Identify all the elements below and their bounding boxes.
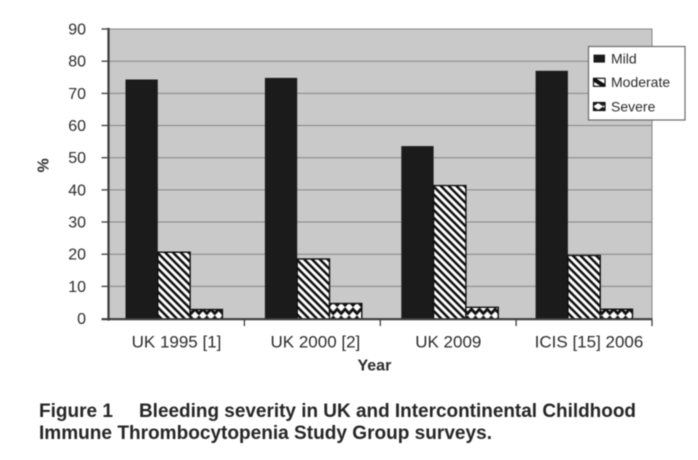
svg-text:UK 1995 [1]: UK 1995 [1]: [132, 333, 222, 352]
svg-text:50: 50: [68, 150, 86, 167]
svg-text:80: 80: [68, 54, 86, 71]
svg-text:10: 10: [68, 279, 86, 296]
svg-text:30: 30: [68, 214, 86, 231]
svg-text:Bleeding severity in UK and In: Bleeding severity in UK and Intercontine…: [139, 401, 636, 422]
svg-text:Year: Year: [357, 358, 391, 375]
svg-text:90: 90: [68, 21, 86, 38]
svg-text:0: 0: [77, 311, 86, 328]
svg-text:Figure 1: Figure 1: [39, 401, 113, 422]
svg-text:UK 2009: UK 2009: [415, 333, 481, 352]
svg-text:Immune Thrombocytopenia Study: Immune Thrombocytopenia Study Group surv…: [39, 423, 492, 444]
svg-text:60: 60: [68, 118, 86, 135]
svg-text:UK 2000 [2]: UK 2000 [2]: [271, 333, 361, 352]
svg-text:Severe: Severe: [611, 98, 656, 114]
svg-text:ICIS [15] 2006: ICIS [15] 2006: [535, 333, 644, 352]
svg-text:%: %: [36, 158, 53, 172]
svg-text:40: 40: [68, 182, 86, 199]
svg-text:Mild: Mild: [611, 51, 637, 67]
svg-text:70: 70: [68, 86, 86, 103]
svg-text:Moderate: Moderate: [611, 74, 670, 90]
svg-text:20: 20: [68, 247, 86, 264]
